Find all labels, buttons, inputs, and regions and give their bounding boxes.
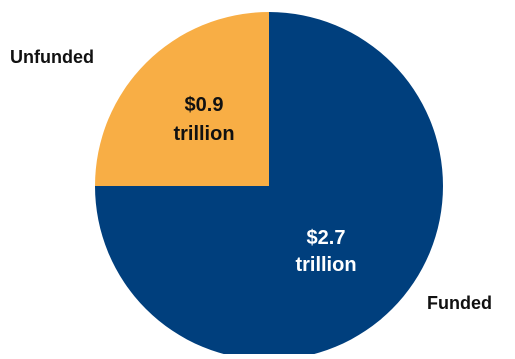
category-label-unfunded: Unfunded (10, 47, 94, 67)
slice-value-label-unfunded: $0.9 (185, 94, 224, 116)
category-label-funded: Funded (427, 293, 492, 313)
slices-layer (95, 12, 443, 359)
slice-value-label-funded: $2.7 (307, 227, 346, 249)
slice-unit-label-funded: trillion (295, 254, 356, 276)
pie-slice-unfunded (95, 12, 269, 186)
slice-unit-label-unfunded: trillion (173, 123, 234, 145)
